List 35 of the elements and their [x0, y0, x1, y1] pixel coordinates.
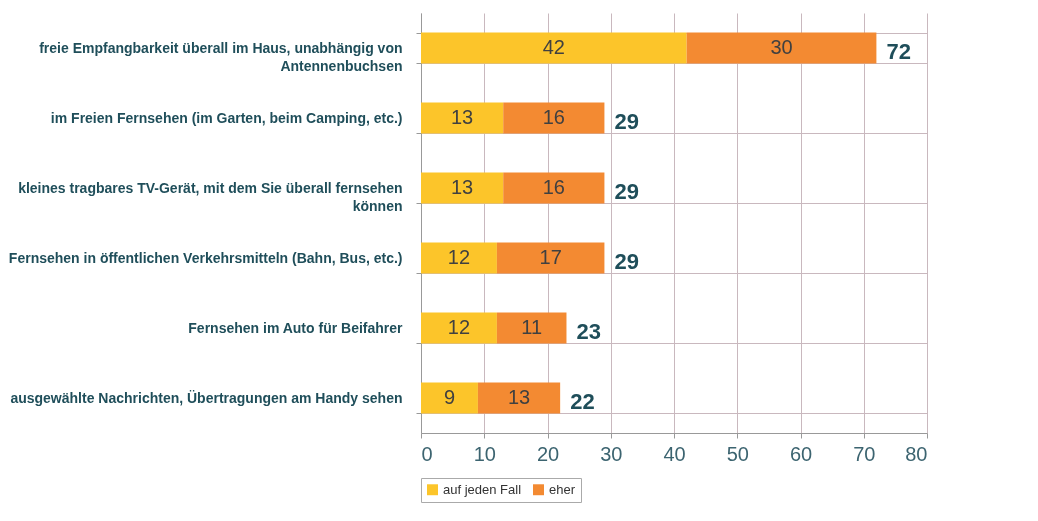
x-tick-label: 20	[536, 442, 560, 465]
data-label: 16	[542, 176, 565, 198]
y-tick-label: freie Empfangbarkeit überall im Haus, unabhängig von Antennenbuchsen	[39, 39, 403, 74]
total-label: 29	[614, 109, 639, 134]
data-label: 13	[450, 106, 474, 128]
legend-label: eher	[549, 481, 576, 497]
x-tick-label: 60	[789, 442, 813, 465]
x-tick-label: 70	[853, 442, 876, 465]
data-label: 16	[542, 106, 565, 128]
x-tick-label: 50	[726, 442, 749, 465]
data-label: 42	[542, 36, 565, 58]
total-label: 22	[570, 389, 595, 414]
x-tick-label: 40	[663, 442, 686, 465]
x-tick-label: 80	[905, 442, 928, 465]
y-tick-label: im Freien Fernsehen (im Garten, beim Camping, etc.)	[50, 109, 403, 126]
data-label: 30	[770, 36, 793, 58]
total-label: 72	[886, 39, 911, 64]
legend-label: auf jeden Fall	[443, 481, 522, 497]
y-tick-label: Fernsehen in öffentlichen Verkehrsmitteln (Bahn, Bus, etc.)	[8, 249, 403, 266]
data-label: 13	[507, 386, 531, 408]
x-tick-label: 0	[421, 442, 433, 465]
data-label: 12	[447, 246, 471, 268]
total-label: 29	[614, 179, 639, 204]
data-label: 13	[450, 176, 474, 198]
data-label: 11	[521, 316, 543, 338]
x-tick-label: 30	[600, 442, 623, 465]
data-label: 9	[443, 386, 456, 408]
data-label: 12	[447, 316, 471, 338]
data-label: 17	[539, 246, 562, 268]
total-label: 29	[614, 249, 639, 274]
y-tick-label: kleines tragbares TV-Gerät, mit dem Sie überall fernsehen können	[18, 179, 403, 214]
total-label: 23	[576, 319, 601, 344]
y-tick-label: ausgewählte Nachrichten, Übertragungen am Handy sehen	[10, 389, 403, 406]
y-tick-label: Fernsehen im Auto für Beifahrer	[188, 319, 404, 336]
x-tick-label: 10	[473, 442, 496, 465]
